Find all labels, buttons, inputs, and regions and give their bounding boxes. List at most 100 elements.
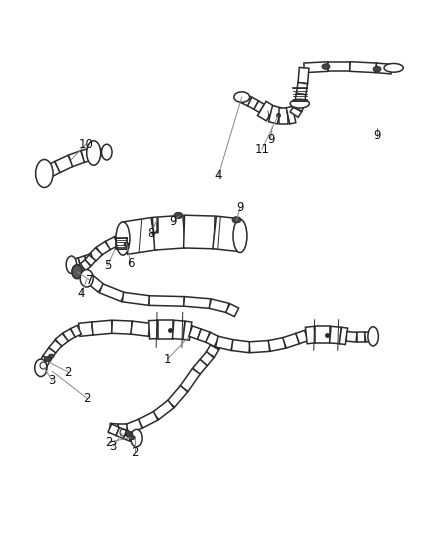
- Text: 4: 4: [78, 287, 85, 300]
- Polygon shape: [295, 93, 306, 103]
- Polygon shape: [167, 386, 188, 407]
- Polygon shape: [210, 340, 221, 349]
- Polygon shape: [96, 241, 110, 255]
- Polygon shape: [99, 284, 125, 302]
- Polygon shape: [43, 348, 56, 361]
- Polygon shape: [279, 108, 288, 124]
- Polygon shape: [80, 260, 91, 271]
- Polygon shape: [131, 321, 150, 336]
- Ellipse shape: [87, 141, 101, 165]
- Polygon shape: [173, 320, 185, 340]
- Polygon shape: [149, 296, 184, 306]
- Polygon shape: [71, 326, 81, 337]
- Polygon shape: [304, 62, 328, 72]
- Ellipse shape: [373, 67, 381, 72]
- Polygon shape: [108, 424, 120, 435]
- Polygon shape: [231, 340, 250, 353]
- Polygon shape: [115, 234, 127, 246]
- Polygon shape: [85, 274, 104, 292]
- Polygon shape: [44, 161, 60, 178]
- Polygon shape: [79, 268, 92, 280]
- Polygon shape: [81, 148, 94, 163]
- Polygon shape: [357, 333, 365, 342]
- Polygon shape: [78, 256, 87, 266]
- Polygon shape: [85, 254, 94, 264]
- Ellipse shape: [290, 99, 309, 108]
- Polygon shape: [198, 329, 210, 342]
- Text: 3: 3: [49, 374, 56, 387]
- Text: 9: 9: [236, 201, 244, 214]
- Text: 2: 2: [65, 366, 72, 378]
- Ellipse shape: [232, 217, 241, 223]
- Ellipse shape: [174, 212, 183, 219]
- Polygon shape: [71, 258, 81, 268]
- Ellipse shape: [102, 144, 112, 160]
- Polygon shape: [215, 336, 233, 350]
- Ellipse shape: [49, 354, 54, 358]
- Ellipse shape: [44, 357, 51, 361]
- Polygon shape: [330, 326, 341, 344]
- Polygon shape: [296, 330, 308, 344]
- Text: 9: 9: [267, 133, 274, 146]
- Polygon shape: [180, 368, 200, 392]
- Polygon shape: [268, 337, 286, 351]
- Polygon shape: [55, 334, 68, 346]
- Polygon shape: [153, 400, 174, 419]
- Polygon shape: [298, 68, 309, 84]
- Polygon shape: [110, 423, 118, 434]
- Polygon shape: [106, 237, 119, 250]
- Polygon shape: [89, 248, 102, 261]
- Ellipse shape: [131, 430, 142, 447]
- Ellipse shape: [72, 265, 82, 279]
- Text: 6: 6: [127, 256, 134, 270]
- Polygon shape: [290, 107, 302, 117]
- Ellipse shape: [322, 64, 330, 69]
- Polygon shape: [183, 321, 192, 340]
- Polygon shape: [350, 62, 376, 72]
- Polygon shape: [249, 341, 269, 353]
- Polygon shape: [122, 292, 150, 305]
- Polygon shape: [75, 264, 85, 274]
- Text: 5: 5: [104, 259, 111, 272]
- Polygon shape: [123, 217, 156, 254]
- Polygon shape: [364, 332, 372, 342]
- Polygon shape: [339, 327, 348, 344]
- Ellipse shape: [234, 92, 250, 102]
- Polygon shape: [130, 432, 136, 442]
- Polygon shape: [79, 322, 93, 336]
- Text: 8: 8: [148, 227, 155, 240]
- Polygon shape: [346, 332, 357, 342]
- Polygon shape: [193, 359, 207, 374]
- Ellipse shape: [233, 220, 247, 253]
- Polygon shape: [100, 149, 106, 156]
- Polygon shape: [209, 299, 229, 313]
- Polygon shape: [116, 427, 127, 439]
- Polygon shape: [112, 320, 132, 334]
- Polygon shape: [68, 151, 85, 167]
- Text: 4: 4: [214, 169, 222, 182]
- Polygon shape: [124, 431, 132, 441]
- Polygon shape: [328, 62, 350, 71]
- Polygon shape: [200, 352, 214, 366]
- Ellipse shape: [35, 159, 53, 188]
- Polygon shape: [206, 333, 219, 346]
- Polygon shape: [152, 215, 185, 250]
- Ellipse shape: [116, 222, 130, 255]
- Polygon shape: [85, 255, 96, 266]
- Polygon shape: [93, 149, 101, 157]
- Polygon shape: [184, 215, 215, 249]
- Ellipse shape: [126, 433, 133, 438]
- Ellipse shape: [80, 270, 93, 287]
- Ellipse shape: [368, 327, 378, 346]
- Polygon shape: [92, 320, 113, 335]
- Text: 9: 9: [170, 215, 177, 229]
- Polygon shape: [63, 329, 75, 341]
- Ellipse shape: [35, 359, 47, 376]
- Polygon shape: [158, 320, 173, 338]
- Text: 3: 3: [110, 440, 117, 453]
- Polygon shape: [184, 297, 211, 309]
- Polygon shape: [126, 419, 142, 433]
- Polygon shape: [297, 83, 307, 95]
- Polygon shape: [118, 424, 127, 434]
- Polygon shape: [226, 304, 239, 317]
